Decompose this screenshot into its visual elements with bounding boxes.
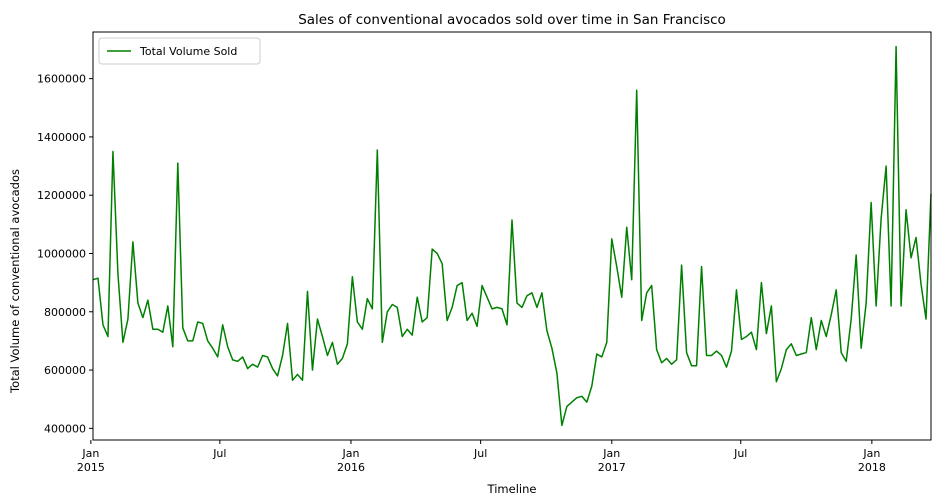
- ticks-layer: 400000 600000 800000 1000000 1200000 1400000 1…: [37, 73, 886, 474]
- y-axis-label: Total Volume of conventional avocados: [8, 169, 22, 394]
- series-layer: [92, 45, 932, 427]
- y-tick-label: 1000000: [37, 247, 86, 260]
- legend: Total Volume Sold: [98, 37, 261, 65]
- x-tick-label: Jan: [341, 447, 359, 460]
- x-tick-label: Jan: [862, 447, 880, 460]
- y-tick-label: 1200000: [37, 189, 86, 202]
- x-tick-year-label: 2017: [598, 461, 626, 474]
- y-tick-label: 1400000: [37, 131, 86, 144]
- series-line-0: [92, 45, 932, 427]
- y-tick-label: 600000: [44, 364, 86, 377]
- x-tick-label: Jan: [81, 447, 99, 460]
- y-tick-label: 400000: [44, 422, 86, 435]
- x-tick-year-label: 2018: [858, 461, 886, 474]
- x-tick-label: Jul: [733, 447, 747, 460]
- x-tick-label: Jan: [602, 447, 620, 460]
- x-tick-year-label: 2015: [77, 461, 105, 474]
- x-axis-label: Timeline: [487, 482, 537, 496]
- legend-box: [98, 37, 261, 65]
- legend-label: Total Volume Sold: [139, 45, 237, 58]
- x-tick-label: Jul: [473, 447, 487, 460]
- chart-title: Sales of conventional avocados sold over…: [298, 12, 726, 28]
- x-tick-label: Jul: [212, 447, 226, 460]
- y-tick-label: 1600000: [37, 73, 86, 86]
- x-tick-year-label: 2016: [337, 461, 365, 474]
- plot-area-frame: [92, 31, 932, 441]
- y-tick-label: 800000: [44, 306, 86, 319]
